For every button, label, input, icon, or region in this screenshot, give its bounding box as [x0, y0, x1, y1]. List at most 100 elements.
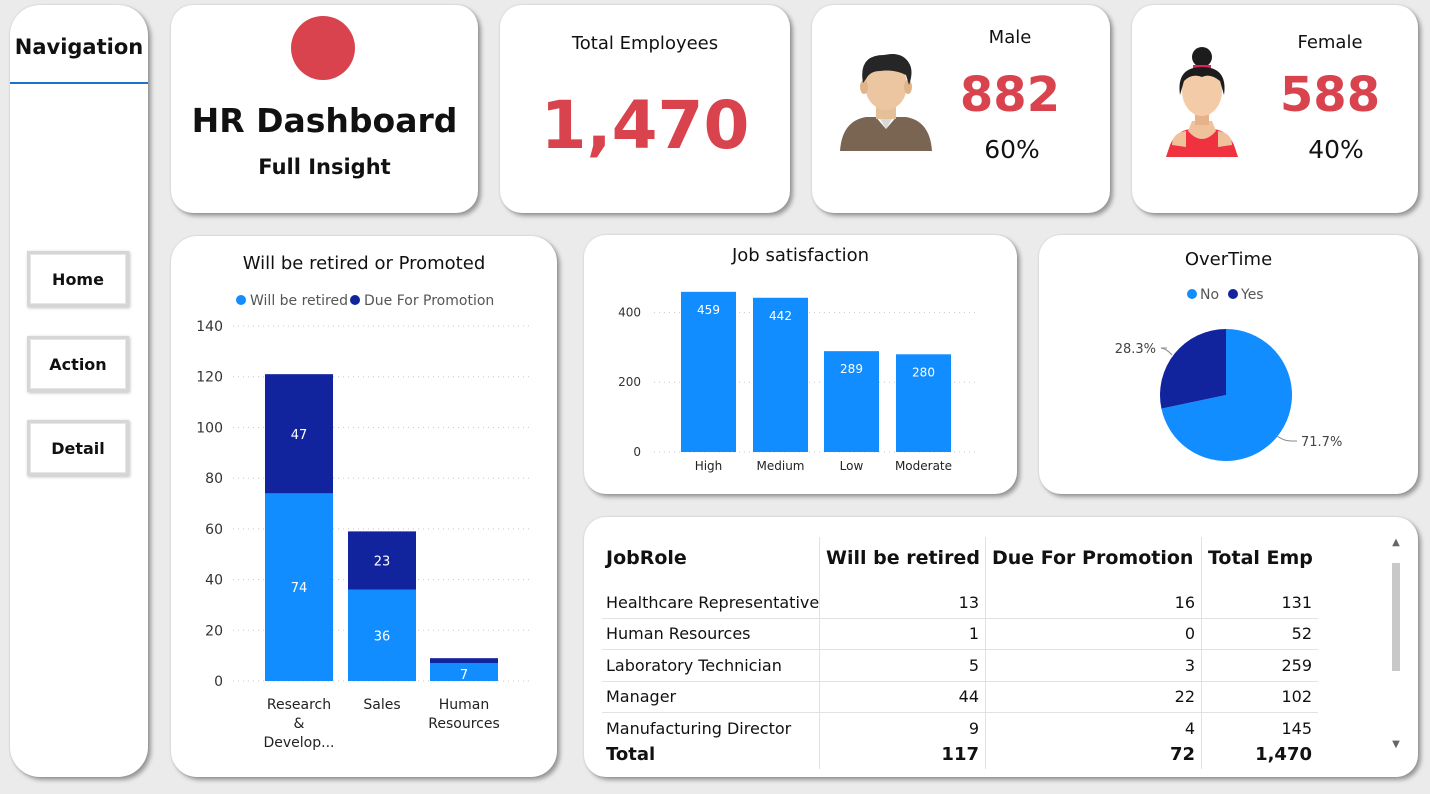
cell-jobrole: Healthcare Representative: [606, 593, 820, 612]
x-tick-label: High: [695, 459, 723, 473]
male-count: 882: [959, 67, 1061, 123]
female-label: Female: [1297, 32, 1363, 53]
row-divider: [602, 681, 1318, 682]
bar-value-label: 7: [460, 668, 468, 683]
y-tick-label: 400: [618, 305, 641, 319]
cell-due-for-promotion: 22: [1174, 687, 1195, 706]
title-card: HR Dashboard Full Insight: [171, 5, 478, 213]
cell-due-for-promotion: 0: [1184, 624, 1195, 643]
pie-slice-yes[interactable]: [1160, 329, 1226, 409]
retired-promoted-title: Will be retired or Promoted: [242, 253, 486, 274]
y-tick-label: 40: [205, 573, 223, 589]
bar-value-label: 36: [374, 629, 391, 644]
job-x-axis: High Medium Low Moderate: [695, 459, 952, 473]
promo-y-axis: 0 20 40 60 80 100 120 140: [196, 319, 223, 690]
bar-retired[interactable]: [430, 663, 498, 681]
col-header-will-be-retired[interactable]: Will be retired: [826, 547, 980, 569]
bar-promotion[interactable]: [430, 658, 498, 664]
pie-leader-line: [1275, 434, 1297, 442]
female-avatar-icon: [1166, 47, 1238, 157]
navigation-panel: Navigation Home Action Detail: [10, 5, 148, 777]
row-divider: [602, 618, 1318, 619]
x-tick-label: Sales: [363, 697, 400, 713]
x-tick-label: Low: [840, 459, 864, 473]
retired-promoted-chart-card: Will be retired or Promoted Will be reti…: [171, 236, 557, 777]
cell-jobrole: Manufacturing Director: [606, 719, 792, 738]
y-tick-label: 200: [618, 375, 641, 389]
total-row-promotion: 72: [1169, 744, 1195, 765]
cell-will-be-retired: 44: [958, 687, 979, 706]
total-row-label: Total: [606, 744, 656, 765]
table-scrollbar[interactable]: ▲ ▼: [1390, 537, 1402, 759]
job-satisfaction-title: Job satisfaction: [731, 245, 870, 266]
bar-value-label: 459: [697, 303, 720, 317]
col-header-jobrole[interactable]: JobRole: [606, 547, 687, 569]
navigation-title: Navigation: [14, 35, 144, 59]
home-button[interactable]: Home: [27, 251, 129, 307]
bar-value-label: 289: [840, 362, 863, 376]
x-tick-label: Research: [267, 697, 331, 713]
legend-label-retired: Will be retired: [250, 293, 348, 309]
overtime-chart: No Yes 71.7% 28.3%: [1115, 287, 1342, 461]
bar-promotion[interactable]: [348, 531, 416, 590]
bar-job-satisfaction[interactable]: [681, 291, 736, 452]
cell-will-be-retired: 5: [968, 656, 979, 675]
male-percent: 60%: [984, 135, 1040, 164]
job-satisfaction-chart: 0 200 400 459 442 289 280 High Medium Low Modera…: [618, 291, 979, 473]
bar-retired[interactable]: [265, 493, 333, 681]
detail-button[interactable]: Detail: [27, 420, 129, 476]
total-employees-card: Total Employees 1,470: [500, 5, 790, 213]
logo-dot: [291, 16, 355, 80]
pie-label-yes: 28.3%: [1115, 342, 1156, 357]
pie-label-no: 71.7%: [1301, 435, 1342, 450]
total-employees-label: Total Employees: [571, 33, 719, 54]
legend-swatch-retired: [236, 295, 246, 305]
x-tick-label: Develop...: [264, 735, 335, 751]
x-tick-label: Resources: [428, 716, 500, 732]
male-avatar-icon: [840, 54, 932, 151]
bar-job-satisfaction[interactable]: [824, 351, 879, 452]
dashboard-title: HR Dashboard: [191, 101, 458, 140]
y-tick-label: 0: [214, 674, 223, 690]
bar-job-satisfaction[interactable]: [896, 354, 951, 452]
promo-legend: Will be retired Due For Promotion: [236, 293, 494, 309]
y-tick-label: 100: [196, 420, 223, 436]
col-header-total-emp[interactable]: Total Emp: [1208, 547, 1313, 569]
y-tick-label: 80: [205, 471, 223, 487]
col-header-due-for-promotion[interactable]: Due For Promotion: [992, 547, 1194, 569]
row-divider: [602, 649, 1318, 650]
scroll-up-icon[interactable]: ▲: [1392, 537, 1400, 548]
x-tick-label: Human: [439, 697, 490, 713]
scroll-down-icon[interactable]: ▼: [1392, 739, 1400, 750]
cell-will-be-retired: 1: [968, 624, 979, 643]
overtime-legend: No Yes: [1187, 287, 1264, 303]
pie-slice-no[interactable]: [1161, 329, 1292, 461]
job-y-axis: 0 200 400: [618, 305, 641, 459]
legend-label-promotion: Due For Promotion: [364, 293, 494, 309]
overtime-title: OverTime: [1184, 249, 1273, 270]
y-tick-label: 0: [633, 445, 641, 459]
bar-value-label: 23: [374, 555, 391, 570]
column-divider: [985, 537, 986, 769]
x-tick-label: &: [294, 716, 305, 732]
female-count: 588: [1279, 67, 1381, 123]
action-button[interactable]: Action: [27, 336, 129, 392]
column-divider: [1201, 537, 1202, 769]
bar-value-label: 47: [291, 428, 308, 443]
legend-label-no: No: [1200, 287, 1219, 303]
legend-swatch-no: [1187, 289, 1197, 299]
cell-total-emp: 131: [1281, 593, 1312, 612]
cell-total-emp: 52: [1291, 624, 1312, 643]
cell-total-emp: 145: [1281, 719, 1312, 738]
total-row-total-emp: 1,470: [1255, 744, 1312, 765]
cell-due-for-promotion: 16: [1174, 593, 1195, 612]
bar-job-satisfaction[interactable]: [753, 297, 808, 452]
y-tick-label: 60: [205, 522, 223, 538]
cell-jobrole: Laboratory Technician: [606, 656, 782, 675]
x-tick-label: Moderate: [895, 459, 952, 473]
bar-retired[interactable]: [348, 589, 416, 681]
scrollbar-thumb[interactable]: [1392, 563, 1400, 671]
bar-value-label: 442: [769, 309, 792, 323]
bar-value-label: 74: [291, 581, 308, 596]
bar-promotion[interactable]: [265, 374, 333, 494]
